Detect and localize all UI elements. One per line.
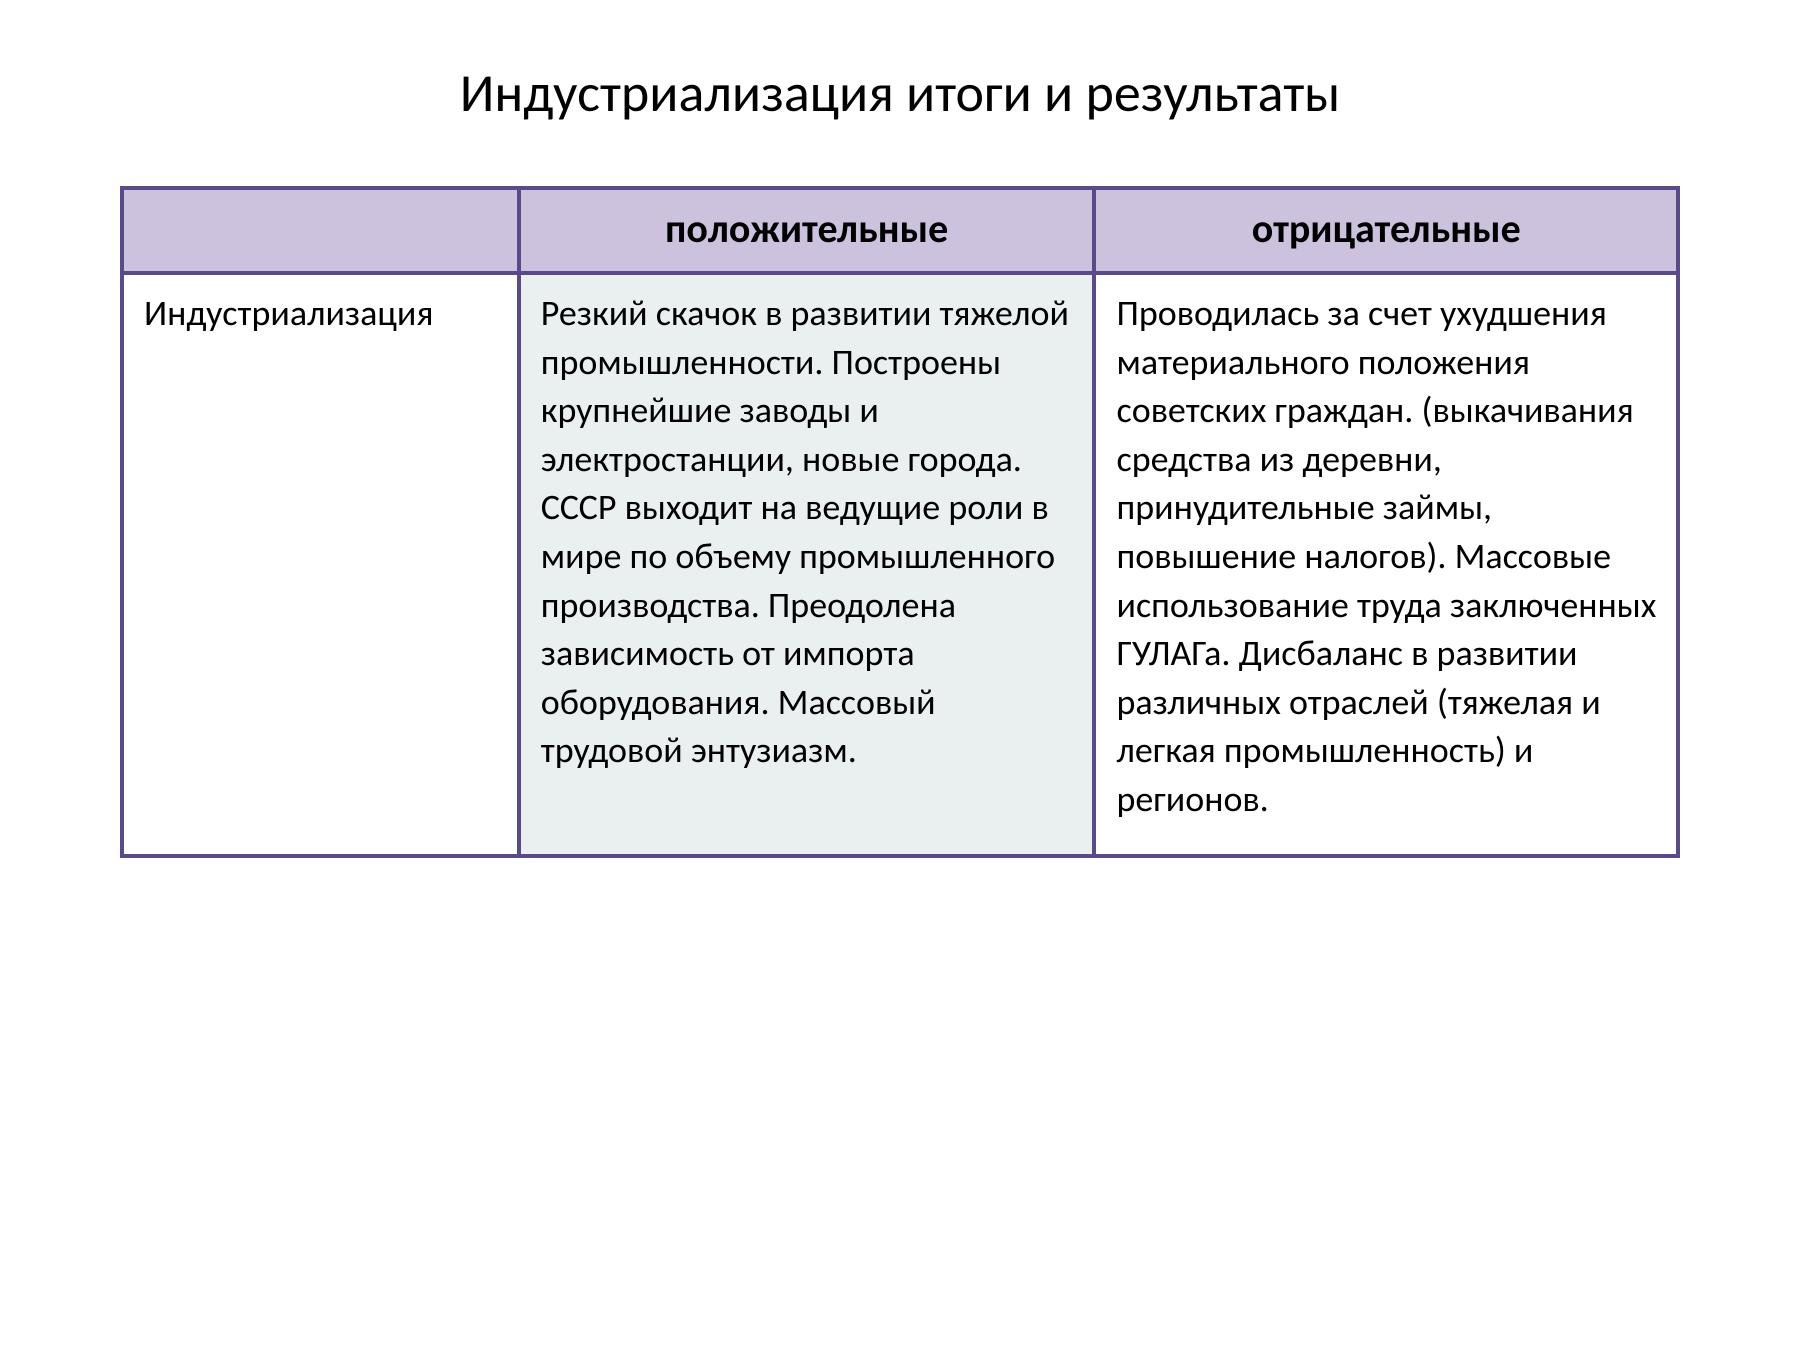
row-label: Индустриализация [122, 273, 519, 856]
cell-positive: Резкий скачок в развитии тяжелой промышл… [519, 273, 1095, 856]
cell-negative: Проводилась за счет ухудшения материальн… [1094, 273, 1678, 856]
header-negative: отрицательные [1094, 188, 1678, 273]
header-empty [122, 188, 519, 273]
table-row: Индустриализация Резкий скачок в развити… [122, 273, 1678, 856]
header-positive: положительные [519, 188, 1095, 273]
table-header-row: положительные отрицательные [122, 188, 1678, 273]
slide: Индустриализация итоги и результаты поло… [0, 0, 1800, 1350]
page-title: Индустриализация итоги и результаты [120, 60, 1680, 126]
results-table: положительные отрицательные Индустриализ… [120, 186, 1680, 858]
